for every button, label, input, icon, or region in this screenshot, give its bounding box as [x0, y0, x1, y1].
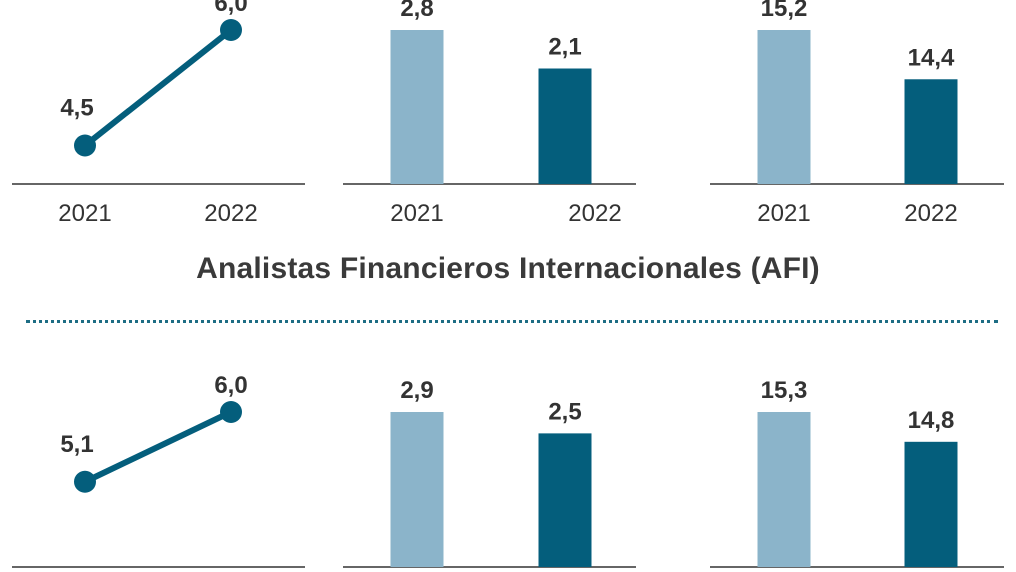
chart-top-3: 15,2 14,4 2021 2022	[710, 0, 1004, 227]
tick-label: 2021	[390, 200, 443, 227]
data-label: 5,1	[60, 431, 93, 458]
data-label: 2,5	[548, 398, 581, 425]
bar	[904, 79, 958, 184]
data-label: 4,5	[60, 95, 93, 122]
bar	[757, 412, 811, 567]
bar	[757, 30, 811, 184]
data-label: 6,0	[214, 0, 247, 17]
chart-top-2: 2,8 2,1 2021 2022	[343, 0, 636, 227]
data-point	[74, 470, 96, 493]
bar	[904, 441, 958, 567]
tick-label: 2021	[757, 200, 810, 227]
data-point	[74, 134, 96, 157]
section-title: Analistas Financieros Internacionales (A…	[196, 252, 820, 285]
bar	[390, 30, 444, 184]
data-label: 2,8	[400, 0, 433, 22]
data-label: 6,0	[214, 372, 247, 399]
dotted-divider	[26, 320, 998, 323]
bar	[390, 412, 444, 567]
data-point	[220, 401, 242, 423]
data-label: 2,1	[548, 34, 581, 61]
tick-label: 2022	[568, 200, 621, 227]
chart-bottom-2: 2,9 2,5	[343, 377, 636, 568]
data-label: 2,9	[400, 377, 433, 404]
tick-label: 2022	[904, 200, 957, 227]
data-label: 15,3	[761, 377, 808, 404]
chart-bottom-1: 5,1 6,0	[12, 372, 305, 568]
data-point	[220, 19, 242, 41]
data-label: 14,4	[908, 44, 955, 71]
tick-label: 2021	[58, 200, 111, 227]
series-line	[82, 409, 234, 485]
data-label: 15,2	[761, 0, 808, 22]
data-label: 14,8	[908, 407, 955, 434]
tick-label: 2022	[204, 200, 257, 227]
bar	[538, 68, 592, 184]
chart-bottom-3: 15,3 14,8	[710, 377, 1004, 568]
bar	[538, 433, 592, 567]
series-line	[82, 27, 234, 149]
chart-top-1: 4,5 6,0 2021 2022	[12, 0, 305, 227]
